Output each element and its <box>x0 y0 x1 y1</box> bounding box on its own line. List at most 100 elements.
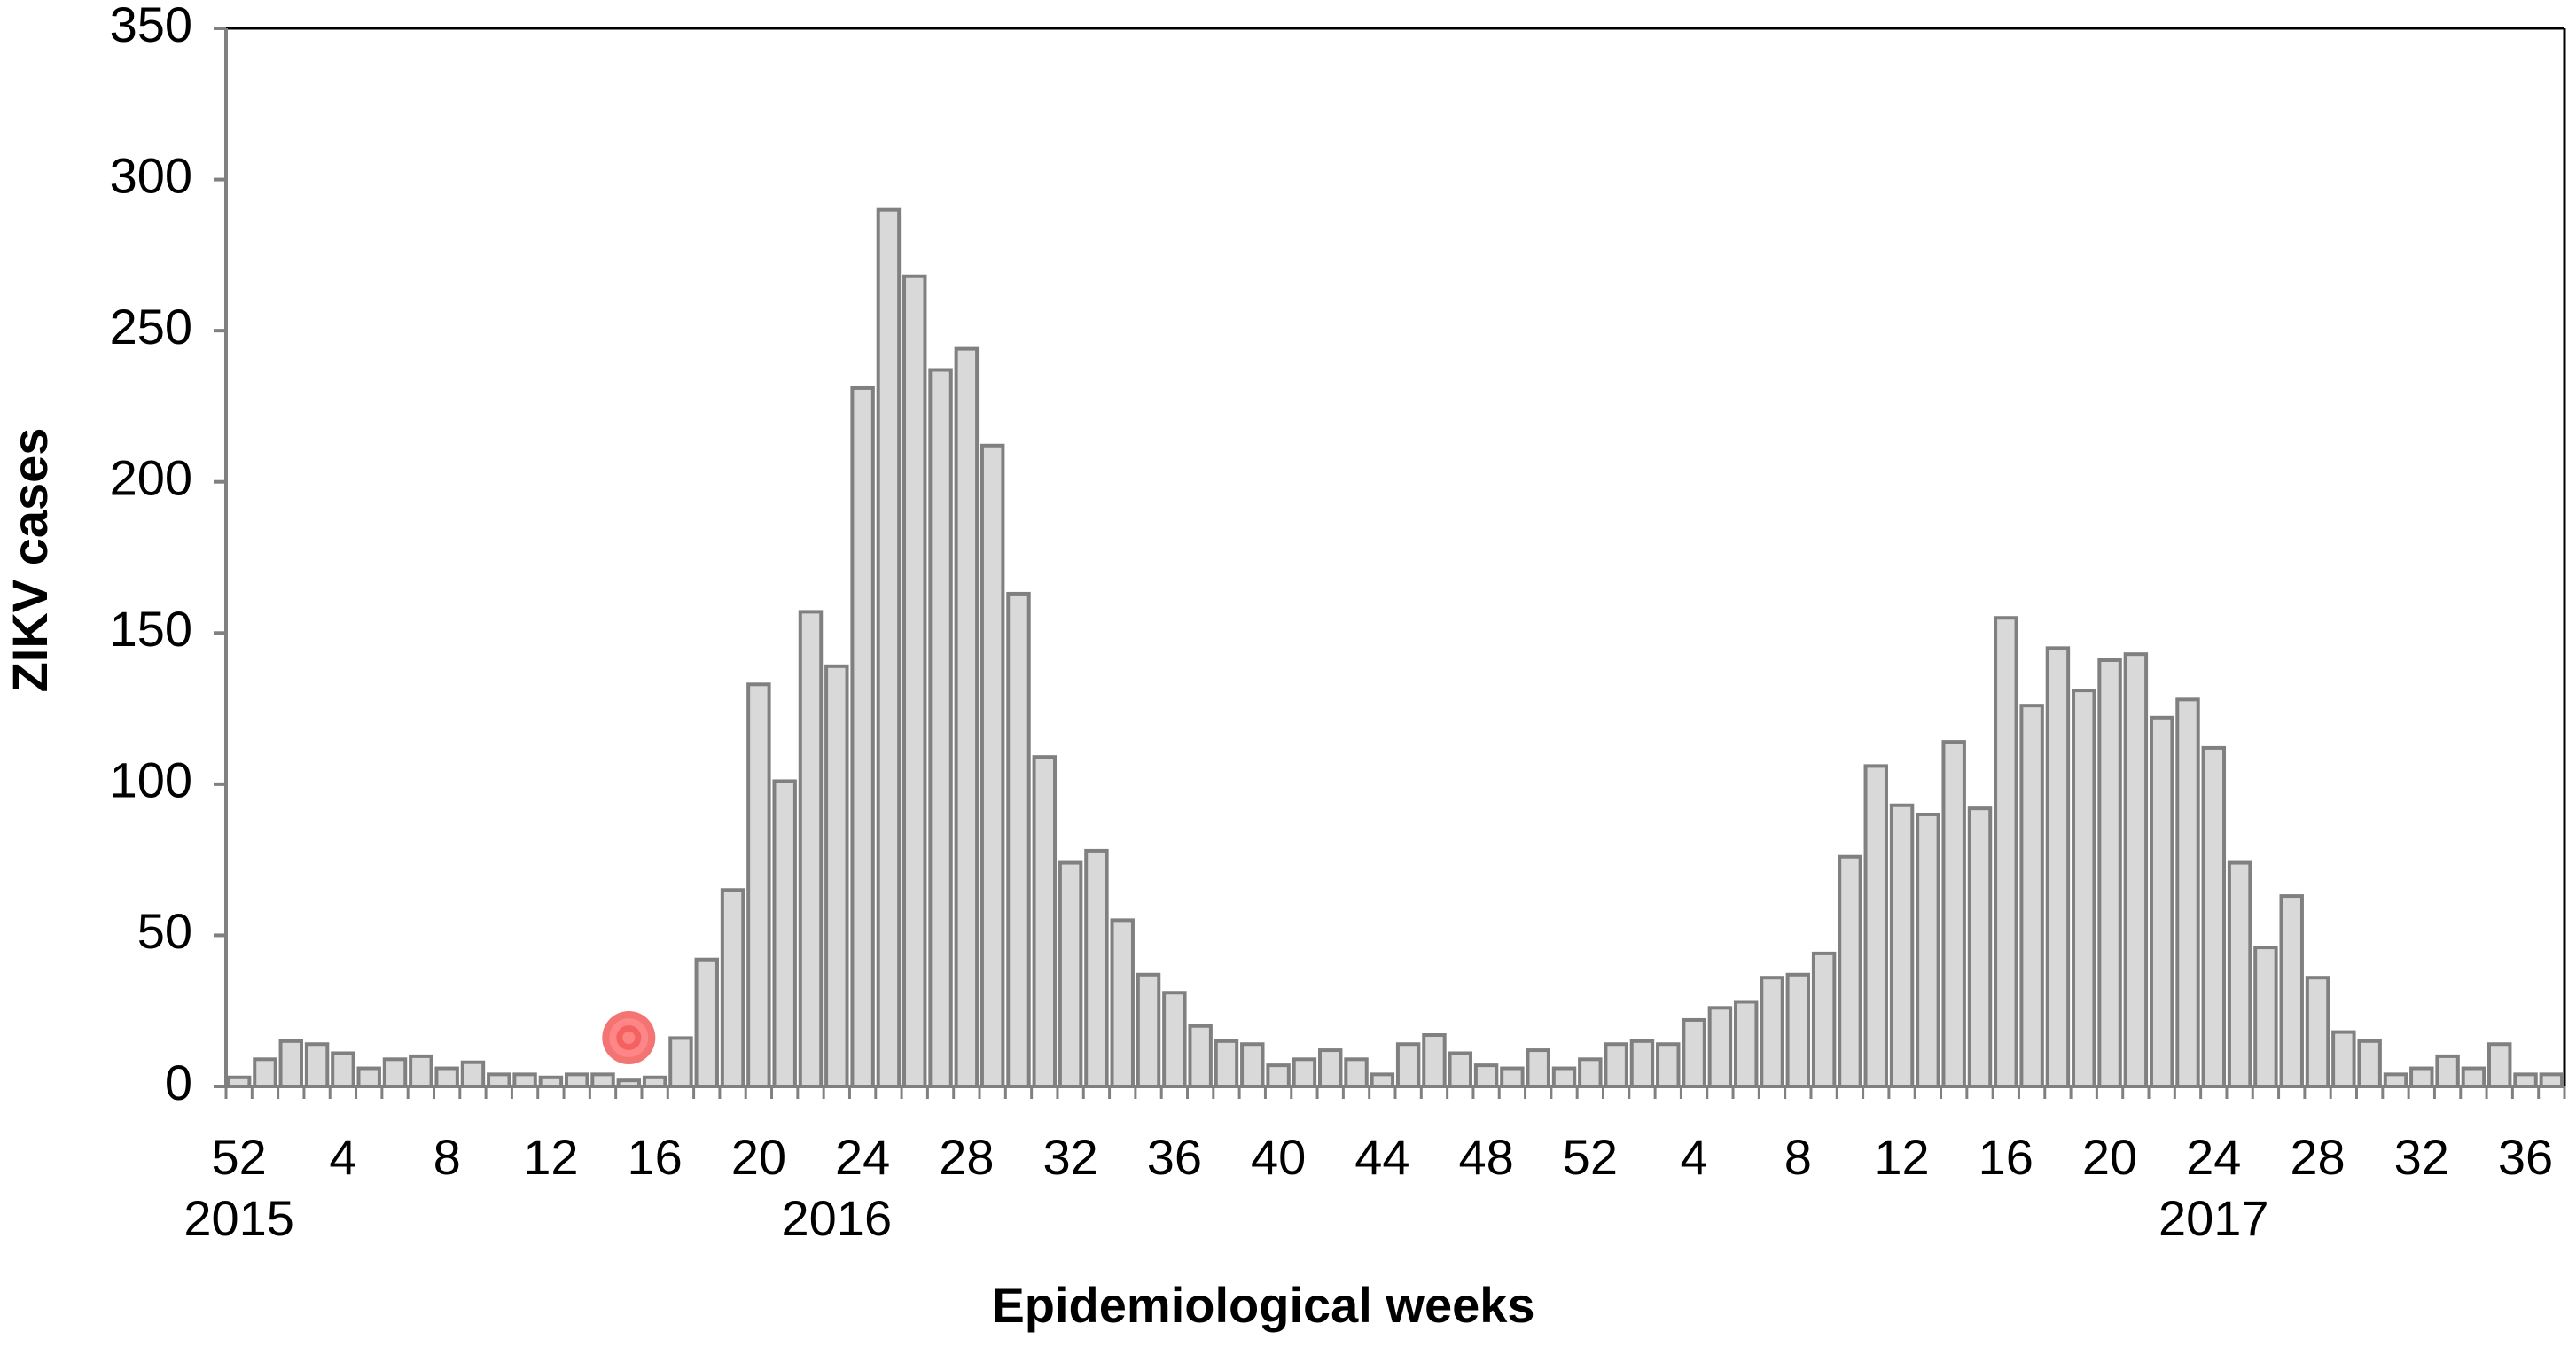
bar <box>1266 1063 1291 1088</box>
bar <box>1473 1063 1499 1088</box>
x-tick-label: 28 <box>2290 1129 2345 1185</box>
bar <box>1422 1033 1447 1089</box>
bar <box>824 664 849 1088</box>
bar <box>2486 1042 2512 1088</box>
x-tick-label: 12 <box>523 1129 578 1185</box>
bar <box>1707 1006 1733 1088</box>
y-tick-label: 300 <box>110 147 192 203</box>
bar <box>1967 806 1993 1088</box>
bar <box>2305 976 2330 1089</box>
bar <box>487 1072 511 1088</box>
bar <box>876 207 902 1088</box>
bar <box>2175 697 2200 1089</box>
bar <box>980 443 1005 1088</box>
bar <box>1500 1066 1525 1088</box>
x-tick-label: 8 <box>1784 1129 1812 1185</box>
bar <box>1526 1048 1550 1089</box>
x-tick-label: 16 <box>627 1129 682 1185</box>
bar <box>1811 951 1837 1088</box>
bar <box>382 1057 408 1088</box>
bar <box>304 1042 330 1088</box>
y-tick-label: 150 <box>110 601 192 657</box>
x-tick-label: 48 <box>1458 1129 1513 1185</box>
x-year-label: 2017 <box>2158 1190 2269 1246</box>
bar <box>772 779 797 1089</box>
bar <box>2409 1066 2434 1088</box>
bar <box>564 1072 589 1088</box>
y-tick-label: 250 <box>110 299 192 354</box>
bar <box>2149 715 2174 1088</box>
x-tick-label: 40 <box>1251 1129 1306 1185</box>
x-tick-label: 32 <box>1042 1129 1097 1185</box>
bar <box>278 1039 304 1089</box>
bar <box>1889 803 1915 1088</box>
bar <box>2279 894 2304 1089</box>
bar <box>1604 1042 1628 1088</box>
bar <box>1656 1042 1681 1088</box>
bar <box>1994 616 2018 1088</box>
y-tick-label: 200 <box>110 450 192 506</box>
bar <box>668 1036 693 1088</box>
bar <box>1629 1039 1655 1089</box>
bar <box>1760 976 1784 1089</box>
bar <box>1578 1057 1603 1088</box>
bar <box>720 888 745 1088</box>
bar <box>356 1066 381 1088</box>
bar <box>1136 972 1161 1088</box>
bar <box>1006 591 1031 1088</box>
bar <box>409 1054 433 1089</box>
bar <box>2513 1072 2538 1088</box>
bar <box>954 346 980 1088</box>
bar <box>2227 860 2252 1088</box>
bar <box>253 1057 277 1088</box>
bar <box>331 1051 355 1088</box>
x-tick-label: 36 <box>1147 1129 1202 1185</box>
x-tick-label: 12 <box>1874 1129 1929 1185</box>
bar <box>1863 764 1888 1088</box>
x-tick-label: 4 <box>1680 1129 1707 1185</box>
bar <box>2123 652 2149 1088</box>
bar <box>2383 1072 2408 1088</box>
bar <box>1448 1051 1473 1088</box>
bar <box>2253 946 2278 1089</box>
x-tick-label: 52 <box>1563 1129 1618 1185</box>
bar <box>928 368 953 1088</box>
x-tick-label: 8 <box>433 1129 461 1185</box>
bar <box>1110 918 1135 1089</box>
bar <box>798 610 824 1088</box>
x-year-label: 2015 <box>183 1190 294 1246</box>
bar <box>2019 704 2044 1088</box>
x-tick-label: 52 <box>212 1129 267 1185</box>
highlight-marker <box>622 1032 636 1044</box>
bar <box>1084 848 1109 1088</box>
bar <box>1916 812 1940 1088</box>
bar <box>1785 972 1811 1088</box>
bar <box>590 1072 615 1088</box>
bar <box>1188 1024 1213 1089</box>
bar <box>1551 1066 1577 1088</box>
bar <box>2045 646 2071 1088</box>
bar <box>2097 658 2122 1088</box>
x-tick-label: 24 <box>835 1129 890 1185</box>
bar <box>1214 1039 1239 1089</box>
bar <box>1838 854 1862 1089</box>
bar <box>1162 991 1187 1089</box>
y-tick-label: 100 <box>110 752 192 808</box>
bar <box>2461 1066 2486 1088</box>
bar <box>1733 1000 1759 1088</box>
x-year-label: 2016 <box>782 1190 893 1246</box>
bar <box>694 957 719 1088</box>
x-tick-label: 28 <box>939 1129 994 1185</box>
x-tick-label: 4 <box>329 1129 356 1185</box>
y-axis-title: ZIKV cases <box>2 428 58 693</box>
bar <box>1240 1042 1265 1088</box>
bar <box>1344 1057 1369 1088</box>
bar <box>746 682 771 1089</box>
bar <box>2539 1072 2564 1088</box>
bar <box>512 1072 537 1088</box>
x-tick-label: 32 <box>2394 1129 2449 1185</box>
x-tick-label: 20 <box>2082 1129 2137 1185</box>
x-tick-label: 36 <box>2498 1129 2553 1185</box>
bar <box>850 385 875 1088</box>
